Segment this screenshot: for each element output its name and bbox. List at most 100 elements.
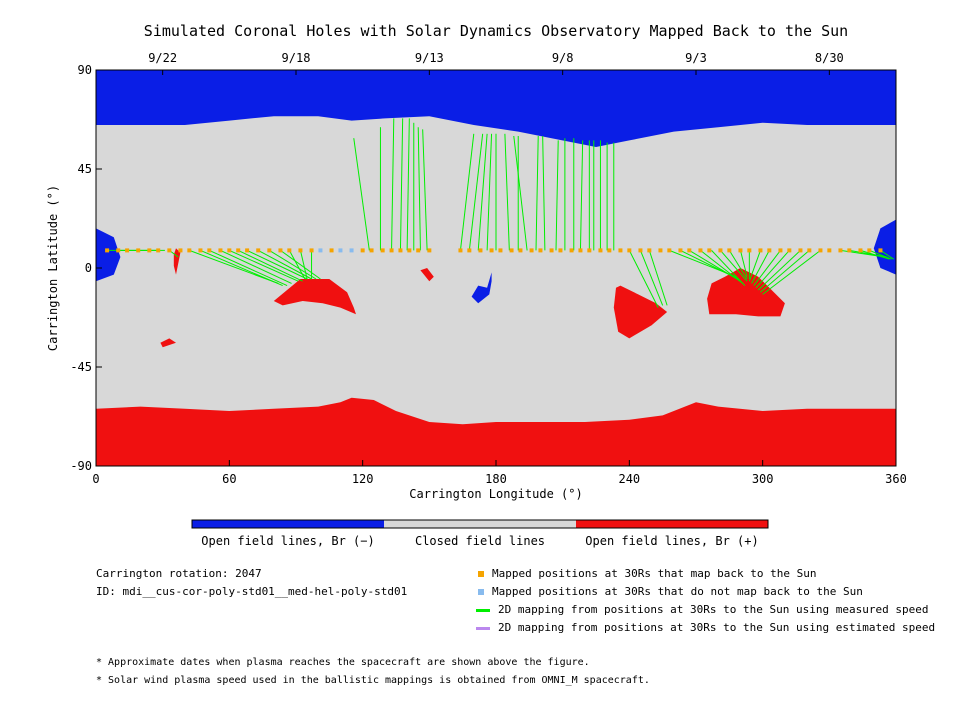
mapped-position-marker (369, 248, 374, 253)
date-tick-label: 9/8 (552, 51, 574, 65)
mapped-position-marker (569, 248, 574, 253)
mapped-position-marker (287, 248, 292, 253)
mapped-position-marker (707, 248, 712, 253)
mapped-position-marker (227, 248, 232, 253)
mapped-position-marker (538, 248, 543, 253)
mapping-line (579, 140, 584, 251)
mapped-position-marker (518, 248, 523, 253)
mapping-line (477, 133, 488, 251)
legend-item-mapped: Mapped positions at 30Rs that map back t… (478, 567, 817, 580)
mapping-line (391, 118, 395, 251)
legend-item-estimated-speed: 2D mapping from positions at 30Rs to the… (476, 621, 935, 634)
date-tick-label: 9/22 (148, 51, 177, 65)
colorbar-label-open-positive: Open field lines, Br (+) (585, 534, 759, 548)
mapping-line (504, 133, 510, 251)
mapped-position-marker (136, 248, 141, 253)
mapping-line (689, 249, 741, 282)
mapping-line (760, 250, 810, 293)
mapping-line (459, 133, 475, 251)
mapped-position-marker (298, 248, 303, 253)
mapped-position-marker (549, 248, 554, 253)
mapping-line (762, 250, 821, 295)
mapped-position-marker (187, 248, 192, 253)
x-tick-label: 0 (92, 472, 99, 486)
mapping-line (757, 250, 801, 291)
mapped-position-marker (267, 248, 272, 253)
mapping-line (555, 140, 559, 251)
positive-coronal-hole (160, 338, 176, 348)
mapped-position-marker (767, 248, 772, 253)
y-tick-label: -90 (70, 459, 92, 473)
mapped-position-marker (858, 248, 863, 253)
unmapped-position-marker (338, 248, 343, 253)
mapped-position-marker (787, 248, 792, 253)
negative-coronal-hole (96, 228, 121, 282)
mapped-position-marker (218, 248, 223, 253)
south-polar-coronal-hole (96, 397, 896, 466)
mapped-position-marker (727, 248, 732, 253)
y-tick-label: 0 (85, 261, 92, 275)
mapped-position-marker (687, 248, 692, 253)
mapped-position-marker (509, 248, 514, 253)
mapped-position-marker (360, 248, 365, 253)
mapped-position-marker (678, 248, 683, 253)
mapped-position-marker (207, 248, 212, 253)
colorbar-label-closed: Closed field lines (414, 534, 546, 548)
mapping-line (189, 249, 279, 284)
x-tick-label: 60 (222, 472, 236, 486)
mapped-position-marker (838, 248, 843, 253)
mapping-line (269, 249, 317, 280)
legend-label-not-mapped: Mapped positions at 30Rs that do not map… (492, 585, 863, 598)
mapping-line (417, 127, 421, 251)
mapped-position-marker (667, 248, 672, 253)
mapping-line (238, 249, 303, 282)
y-axis-label: Carrington Latitude (°) (46, 185, 60, 351)
mapped-position-marker (116, 248, 121, 253)
mapped-position-marker (529, 248, 534, 253)
mapped-position-marker (878, 248, 883, 253)
mapped-position-marker (598, 248, 603, 253)
model-id-text: ID: mdi__cus-cor-poly-std01__med-hel-pol… (96, 585, 408, 598)
mapped-position-marker (627, 248, 632, 253)
mapped-position-marker (178, 248, 183, 253)
mapping-line (753, 250, 781, 286)
mapped-position-marker (698, 248, 703, 253)
positive-coronal-hole (420, 268, 434, 282)
mapped-position-marker (398, 248, 403, 253)
mapped-position-marker (458, 248, 463, 253)
x-tick-label: 300 (752, 472, 774, 486)
mapped-position-marker (407, 248, 412, 253)
colorbar-open-negative (192, 520, 384, 528)
colorbar-label-open-negative: Open field lines, Br (−) (201, 534, 375, 548)
mapped-position-marker (167, 248, 172, 253)
mapped-position-marker (427, 248, 432, 253)
mapping-line (399, 118, 404, 251)
mapped-position-marker (647, 248, 652, 253)
mapping-line (280, 249, 321, 280)
date-tick-label: 9/13 (415, 51, 444, 65)
mapped-position-marker (256, 248, 261, 253)
mapping-line (880, 249, 895, 260)
unmapped-position-marker (349, 248, 354, 253)
mapping-line (628, 250, 659, 308)
mapping-line (209, 249, 288, 287)
mapping-line (700, 250, 743, 284)
axes: 0 60 120 180 240 300 360 -90 -45 0 45 90 9/22 9/18 9/1… (70, 51, 907, 486)
mapped-position-marker (758, 248, 763, 253)
carrington-rotation-text: Carrington rotation: 2047 (96, 567, 262, 580)
mapped-position-marker (309, 248, 314, 253)
north-polar-coronal-hole (96, 70, 896, 147)
mapped-position-marker (747, 248, 752, 253)
negative-coronal-hole (873, 219, 896, 275)
mapped-marker-swatch (478, 571, 484, 577)
y-tick-label: 90 (78, 63, 92, 77)
mapping-line (751, 250, 770, 284)
mapping-line (720, 250, 748, 282)
mapping-line (748, 250, 761, 282)
mapped-position-marker (198, 248, 203, 253)
positive-coronal-hole (613, 285, 668, 339)
mapping-line (353, 138, 370, 251)
mapped-position-marker (245, 248, 250, 253)
mapping-line (288, 250, 306, 280)
